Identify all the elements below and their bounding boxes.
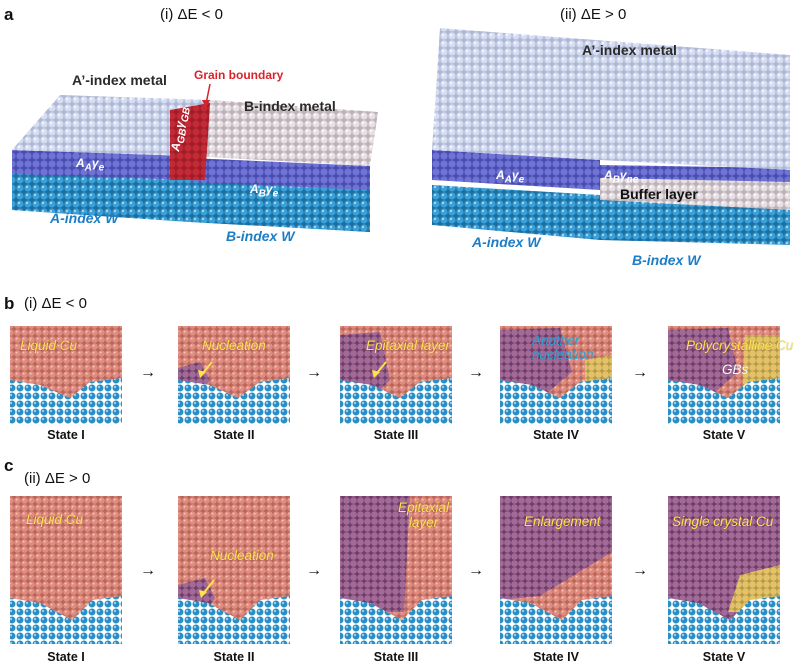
b-frame-2-label: Nucleation <box>202 338 266 353</box>
c-frame-2-state: State II <box>213 650 255 664</box>
b-arrow-2: → <box>306 364 322 381</box>
b-frame-1-label: Liquid Cu <box>20 338 78 353</box>
c-frame-4 <box>500 496 612 644</box>
b-frame-5-label: Polycrystalline Cu <box>686 338 794 353</box>
panel-c-frames <box>10 496 780 644</box>
b-frame-1-state: State I <box>47 428 85 442</box>
right-block <box>432 28 790 245</box>
c-arrow-1: → <box>140 562 156 579</box>
a-right-sub-b-label: B-index W <box>632 252 701 268</box>
c-frame-4-label: Enlargement <box>524 514 601 529</box>
a-left-sub-a-label: A-index W <box>50 210 119 226</box>
panel-a-right-condition: (ii) ΔE > 0 <box>560 6 627 23</box>
c-frame-3-label: Epitaxial layer <box>398 500 450 530</box>
a-left-gamma-a-label: AAγe <box>76 156 105 174</box>
b-frame-3-state: State III <box>373 428 419 442</box>
b-arrow-4: → <box>632 364 648 381</box>
a-grain-boundary-label: Grain boundary <box>194 68 284 82</box>
a-left-metal-a-label: A’-index metal <box>72 72 167 88</box>
a-left-sub-b-label: B-index W <box>226 228 295 244</box>
c-frame-2-label: Nucleation <box>210 548 274 563</box>
c-frame-3 <box>340 496 452 644</box>
panel-a-letter: a <box>4 5 14 24</box>
panel-c-condition: (ii) ΔE > 0 <box>24 470 91 487</box>
c-frame-1 <box>10 496 122 644</box>
c-frame-4-state: State IV <box>533 650 579 664</box>
c-frame-5-state: State V <box>702 650 746 664</box>
b-frame-5-state: State V <box>702 428 746 442</box>
panel-a-left-condition: (i) ΔE < 0 <box>160 6 223 23</box>
c-frame-5 <box>668 496 780 644</box>
b-arrow-3: → <box>468 364 484 381</box>
b-arrow-1: → <box>140 364 156 381</box>
a-left-metal-b-label: B-index metal <box>244 98 336 114</box>
c-arrow-2: → <box>306 562 322 579</box>
b-frame-4 <box>500 326 612 424</box>
left-block <box>12 83 378 232</box>
b-frame-5 <box>668 326 780 424</box>
c-frame-1-label: Liquid Cu <box>26 512 84 527</box>
b-frame-3-label: Epitaxial layer <box>366 338 451 353</box>
a-buffer-label: Buffer layer <box>620 186 698 202</box>
c-frame-1-state: State I <box>47 650 85 664</box>
a-right-sub-a-label: A-index W <box>472 234 541 250</box>
b-frame-4-state: State IV <box>533 428 579 442</box>
b-frame-3 <box>340 326 452 424</box>
panel-b-condition: (i) ΔE < 0 <box>24 295 87 312</box>
panel-c-letter: c <box>4 456 14 475</box>
b-frame-2 <box>178 326 290 424</box>
panel-b-frames <box>10 326 780 424</box>
b-frame-5-gbs-label: GBs <box>722 362 749 377</box>
b-frame-2-state: State II <box>213 428 255 442</box>
b-frame-4-label: Another nucleation <box>532 333 594 362</box>
a-right-gamma-b-label: ABγne <box>604 168 639 186</box>
c-arrow-4: → <box>632 562 648 579</box>
panel-b-letter: b <box>4 294 15 313</box>
a-right-metal-label: A’-index metal <box>582 42 677 58</box>
a-right-gamma-a-label: AAγe <box>496 168 525 186</box>
c-frame-2 <box>178 496 290 644</box>
c-frame-3-state: State III <box>373 650 419 664</box>
c-frame-5-label: Single crystal Cu <box>672 514 774 529</box>
c-arrow-3: → <box>468 562 484 579</box>
a-left-gamma-b-label: ABγe <box>250 182 279 200</box>
b-frame-1 <box>10 326 122 424</box>
